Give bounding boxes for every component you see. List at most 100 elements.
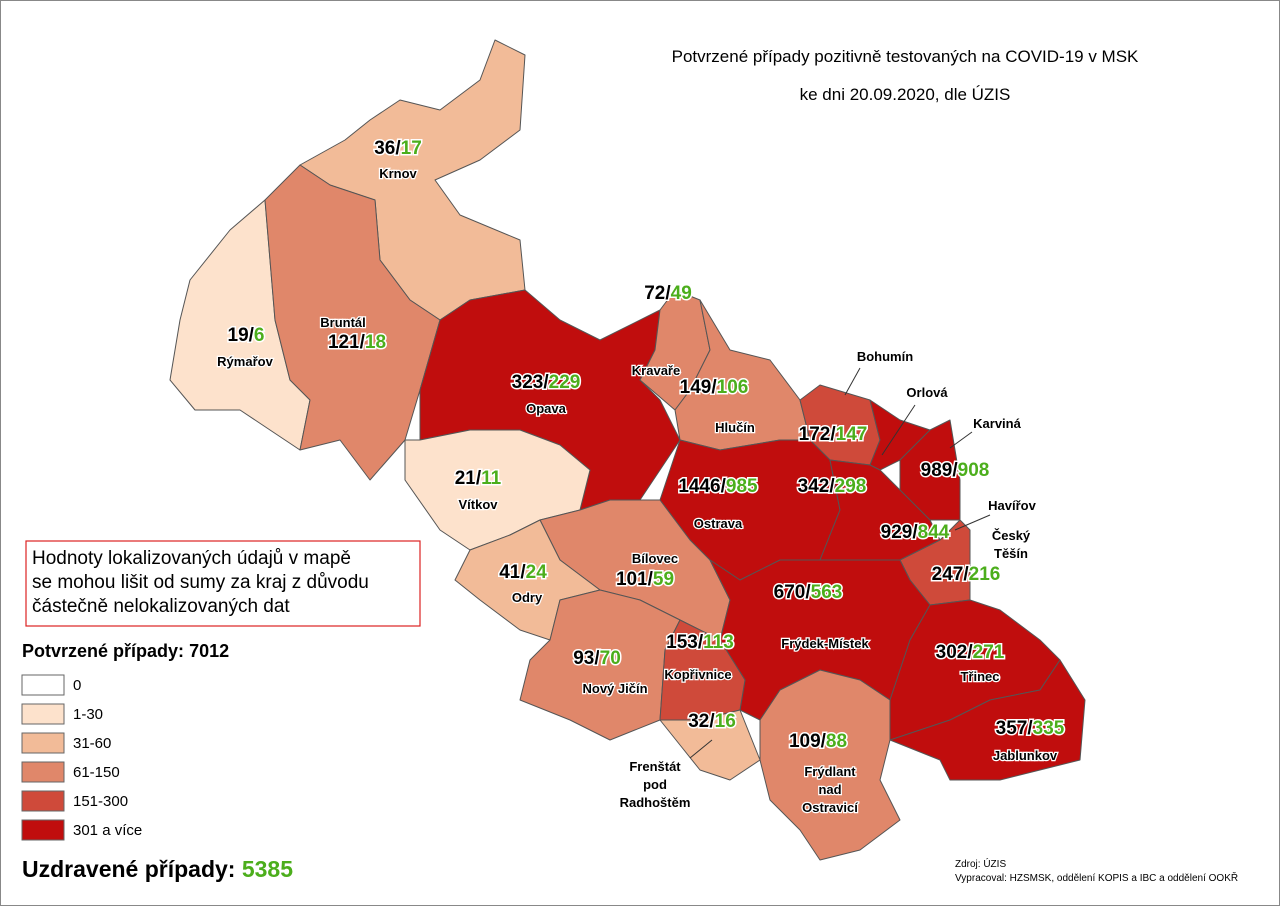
region-name: Frenštát [629,759,681,774]
recovered-value: 985 [726,476,758,497]
region-values: 929/844 [881,522,950,543]
legend-label: 31-60 [73,735,111,752]
confirmed-value: 109 [789,731,821,752]
note-line: Hodnoty lokalizovaných údajů v mapě [32,548,351,569]
recovered-value: 5385 [242,856,293,882]
legend-swatch [21,674,65,696]
legend-label: 0 [73,677,81,694]
regions [169,39,1086,861]
recovered-value: 6 [254,325,265,346]
legend-label: 1-30 [73,706,103,723]
region-values: 21/11 [455,468,502,489]
region-name: Vítkov [458,497,498,512]
recovered-value: 70 [600,648,621,669]
region-values: 109/88 [789,731,847,752]
recovered-value: 298 [835,476,867,497]
confirmed-value: 929 [881,522,913,543]
region-values: 247/216 [932,564,1001,585]
region-values: 302/271 [936,642,1005,663]
separator: / [665,283,671,304]
separator: / [360,332,366,353]
legend: 0 1-30 31-60 61-150 151-300 301 a více [21,674,142,841]
separator: / [830,424,836,445]
leader-line [689,739,713,759]
recovered-value: 88 [826,731,847,752]
region-name: Ostravicí [802,800,858,815]
legend-label: 61-150 [73,764,120,781]
note-box [25,540,421,627]
region [889,659,1086,781]
region [659,709,761,781]
separator: / [912,522,918,543]
recovered-value: 216 [969,564,1001,585]
region-name: Odry [512,590,543,605]
region-name: Orlová [906,385,948,400]
subtitle: ke dni 20.09.2020, dle ÚZIS [800,85,1011,104]
recovered-value: 49 [671,283,692,304]
separator: / [1027,718,1033,739]
separator: / [821,731,827,752]
recovered-value: 335 [1033,718,1065,739]
recovered-value: 147 [836,424,868,445]
leader-line [881,404,916,456]
region [899,419,961,521]
separator: / [967,642,973,663]
confirmed-value: 32 [688,711,709,732]
region-values: 172/147 [799,424,868,445]
recovered-value: 24 [526,562,548,583]
confirmed-value: 7012 [189,641,229,661]
confirmed-value: 172 [799,424,831,445]
region-name: Havířov [988,498,1036,513]
separator: / [594,648,600,669]
leader-line [949,431,973,449]
region-name: Kravaře [632,363,680,378]
separator: / [952,460,958,481]
source: Zdroj: ÚZIS [955,857,1006,870]
confirmed-value: 323 [512,372,544,393]
recovered-value: 113 [703,632,734,653]
confirmed-label: Potvrzené případy: [22,641,184,661]
separator: / [721,476,727,497]
recovered-value: 908 [958,460,990,481]
region-values: 41/24 [499,562,547,583]
region-name: Třinec [960,669,999,684]
separator: / [805,582,811,603]
leader-line [954,514,991,531]
region-values: 323/229 [512,372,581,393]
separator: / [963,564,969,585]
region-name: Nový Jičín [582,681,647,696]
recovered-value: 11 [481,468,502,489]
region-values: 32/16 [688,711,736,732]
legend-swatch [21,703,65,725]
confirmed-value: 302 [936,642,968,663]
recovered-value: 271 [973,642,1005,663]
confirmed-value: 101 [616,569,648,590]
region-values: 19/6 [228,325,265,346]
separator: / [249,325,255,346]
region-values: 153/113 [666,632,734,653]
confirmed-value: 149 [680,377,712,398]
recovered-value: 18 [365,332,386,353]
region-name: Těšín [994,546,1028,561]
region-name: Ostrava [694,516,743,531]
note-line: se mohou lišit od sumy za kraj z důvodu [32,572,369,593]
region-name: Bruntál [320,315,366,330]
region-name: Bílovec [632,551,678,566]
recovered-value: 17 [401,138,422,159]
region-name: Radhoštěm [620,795,691,810]
confirmed-value: 989 [921,460,953,481]
separator: / [520,562,526,583]
recovered-value: 106 [717,377,749,398]
region-values: 357/335 [996,718,1065,739]
confirmed-value: 670 [774,582,806,603]
region-values: 1446/985 [678,476,758,497]
region-values: 36/17 [374,138,422,159]
region-name: Český [992,528,1031,543]
confirmed-value: 21 [455,468,477,489]
legend-swatch [21,761,65,783]
region-values: 121/18 [328,332,386,353]
confirmed-value: 357 [996,718,1028,739]
region [869,399,931,471]
region-values: 342/298 [798,476,867,497]
confirmed-value: 19 [228,325,249,346]
